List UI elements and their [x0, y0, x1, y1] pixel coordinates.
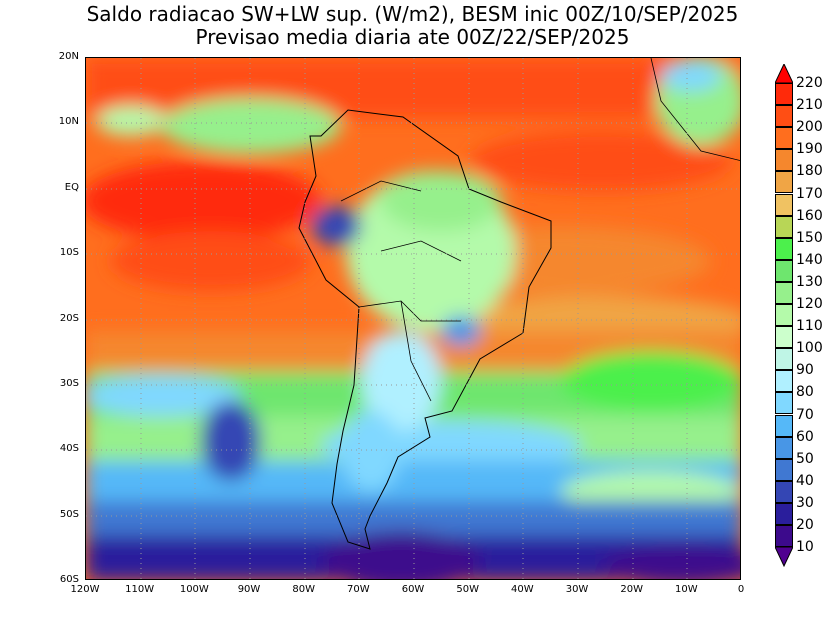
lon-tick-label: 90W: [237, 584, 261, 595]
colorbar-swatch: [775, 414, 793, 437]
colorbar-label: 70: [796, 406, 814, 423]
colorbar-label: 80: [796, 384, 814, 401]
lat-tick-label: 40S: [59, 443, 79, 455]
colorbar-swatch: [775, 127, 793, 150]
colorbar-swatch: [775, 149, 793, 172]
lat-tick-label: 60S: [59, 574, 79, 585]
map-panel: [85, 57, 741, 580]
lat-tick-label: 10N: [58, 116, 79, 128]
colorbar-swatch: [775, 348, 793, 371]
colorbar-label: 50: [796, 450, 814, 467]
colorbar-swatch: [775, 193, 793, 216]
colorbar-label: 100: [796, 340, 823, 357]
colorbar-swatch: [775, 259, 793, 282]
lon-tick-label: 40W: [511, 584, 534, 595]
colorbar-label: 160: [796, 207, 823, 224]
colorbar-label: 20: [796, 517, 814, 533]
colorbar-swatch: [775, 458, 793, 481]
coastline: [298, 109, 552, 550]
colorbar-label: 190: [796, 141, 823, 158]
lon-tick-label: 50W: [456, 584, 479, 595]
colorbar-label: 180: [796, 163, 823, 180]
colorbar-swatch: [775, 392, 793, 415]
lon-tick-label: 100W: [179, 584, 209, 595]
colorbar-swatch: [775, 171, 793, 194]
lat-tick-label: 20S: [59, 312, 79, 324]
colorbar-swatch: [775, 83, 793, 105]
colorbar-swatch: [775, 304, 793, 326]
grid-lines: [86, 58, 740, 579]
colorbar-swatch: [775, 237, 793, 260]
lat-tick-label: 30S: [59, 377, 79, 389]
colorbar-under-arrow: [775, 547, 793, 568]
colorbar-label: 60: [796, 428, 814, 445]
colorbar-swatch: [775, 370, 793, 393]
colorbar-swatch: [775, 525, 793, 547]
colorbar-swatch: [775, 326, 793, 349]
lat-tick-label: 50S: [59, 508, 79, 520]
lon-tick-label: 80W: [292, 584, 315, 595]
lon-tick-label: 70W: [347, 584, 370, 595]
radiation-field: [86, 58, 740, 579]
lat-tick-label: EQ: [64, 181, 79, 193]
country-borders: [340, 58, 740, 402]
colorbar-label: 210: [796, 97, 823, 114]
colorbar-label: 220: [796, 75, 823, 91]
lat-tick-label: 20N: [58, 51, 79, 62]
colorbar-over-arrow: [775, 64, 793, 84]
colorbar-swatch: [775, 436, 793, 459]
colorbar-swatch: [775, 281, 793, 304]
colorbar-label: 150: [796, 229, 823, 246]
colorbar-swatch: [775, 502, 793, 525]
colorbar-label: 170: [796, 185, 823, 202]
colorbar-label: 90: [796, 362, 814, 379]
chart-title: Saldo radiacao SW+LW sup. (W/m2), BESM i…: [86, 2, 739, 26]
colorbar-label: 110: [796, 318, 823, 335]
colorbar-label: 200: [796, 119, 823, 136]
colorbar-swatch: [775, 480, 793, 503]
colorbar-swatch: [775, 105, 793, 128]
lon-tick-label: 30W: [565, 584, 589, 595]
colorbar-label: 130: [796, 273, 823, 290]
colorbar-label: 120: [796, 296, 823, 312]
lon-tick-label: 10W: [675, 584, 698, 595]
lon-tick-label: 20W: [620, 584, 643, 595]
lon-tick-label: 110W: [125, 584, 155, 595]
lon-tick-label: 0: [737, 584, 745, 595]
chart-subtitle: Previsao media diaria ate 00Z/22/SEP/202…: [195, 25, 630, 49]
colorbar-label: 30: [796, 494, 814, 511]
lon-tick-label: 60W: [401, 584, 425, 595]
lon-tick-label: 120W: [70, 584, 100, 595]
colorbar-label: 140: [796, 251, 823, 268]
colorbar-label: 10: [796, 539, 814, 556]
colorbar-swatch: [775, 215, 793, 238]
colorbar-label: 40: [796, 472, 814, 489]
lat-tick-label: 10S: [59, 247, 79, 259]
